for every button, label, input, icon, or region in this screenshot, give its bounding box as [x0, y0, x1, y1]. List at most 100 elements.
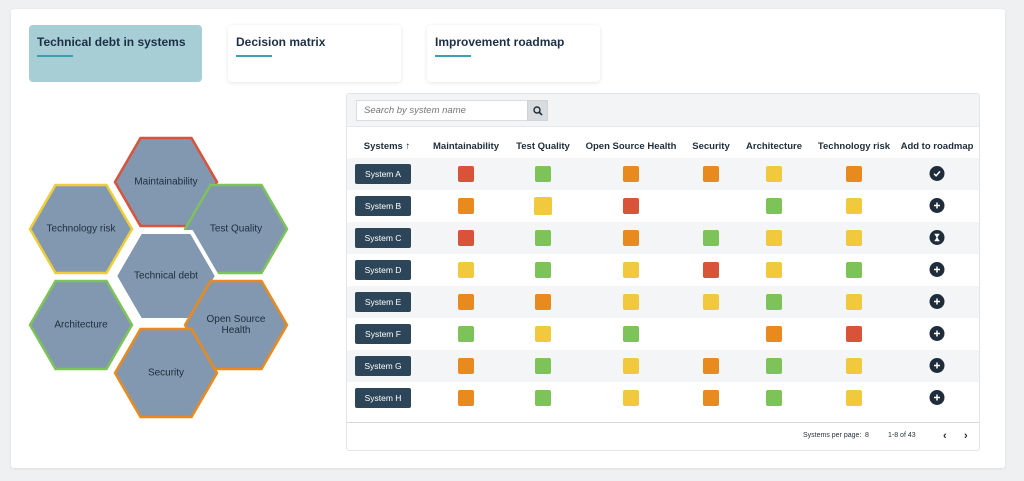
system-button[interactable]: System C [355, 228, 411, 248]
status-yellow[interactable] [766, 262, 782, 278]
status-orange[interactable] [623, 230, 639, 246]
system-button[interactable]: System B [355, 196, 411, 216]
hex-maintainability[interactable] [113, 136, 219, 228]
table-row: System H [347, 382, 979, 414]
status-yellow[interactable] [703, 294, 719, 310]
hex-architecture[interactable] [28, 279, 134, 371]
system-button[interactable]: System E [355, 292, 411, 312]
hex-security[interactable] [113, 327, 219, 419]
main-card: Technical debt in systems Decision matri… [11, 9, 1005, 468]
status-orange[interactable] [458, 358, 474, 374]
status-green[interactable] [766, 358, 782, 374]
table-row: System D [347, 254, 979, 286]
hexagon-diagram: Maintainability Technology risk Test Quali… [11, 9, 351, 468]
status-yellow[interactable] [846, 230, 862, 246]
status-yellow[interactable] [458, 262, 474, 278]
status-green[interactable] [535, 262, 551, 278]
add-icon[interactable] [929, 390, 945, 405]
hex-maintainability-label: Maintainability [134, 176, 198, 188]
status-green[interactable] [535, 358, 551, 374]
status-red[interactable] [458, 166, 474, 182]
status-orange[interactable] [703, 166, 719, 182]
search-bar [347, 94, 979, 127]
add-icon[interactable] [929, 262, 945, 277]
status-green[interactable] [623, 326, 639, 342]
status-orange[interactable] [623, 166, 639, 182]
prev-page-button[interactable]: ‹ [943, 430, 947, 442]
status-orange[interactable] [458, 390, 474, 406]
page-range: 1-8 of 43 [888, 432, 916, 439]
status-green[interactable] [766, 198, 782, 214]
status-orange[interactable] [703, 358, 719, 374]
status-red[interactable] [846, 326, 862, 342]
hexagon-svg [28, 136, 289, 419]
status-orange[interactable] [458, 294, 474, 310]
search-icon [532, 105, 543, 116]
system-button[interactable]: System H [355, 388, 411, 408]
table-row: System E [347, 286, 979, 318]
status-orange[interactable] [766, 326, 782, 342]
system-button[interactable]: System G [355, 356, 411, 376]
status-orange[interactable] [458, 198, 474, 214]
tab-decision-matrix[interactable]: Decision matrix [228, 25, 401, 82]
col-header-add-to-roadmap[interactable]: Add to roadmap [900, 141, 974, 152]
next-page-button[interactable]: › [964, 430, 968, 442]
col-header-security[interactable]: Security [692, 141, 730, 152]
status-yellow[interactable] [846, 390, 862, 406]
status-red[interactable] [458, 230, 474, 246]
col-header-open-source-health[interactable]: Open Source Health [585, 141, 677, 152]
status-yellow[interactable] [846, 198, 862, 214]
status-orange[interactable] [703, 390, 719, 406]
per-page-select[interactable]: 8 [865, 432, 869, 439]
hex-security-label: Security [147, 367, 185, 379]
tab-underline [435, 55, 471, 57]
status-green[interactable] [458, 326, 474, 342]
status-yellow[interactable] [534, 197, 552, 215]
search-button[interactable] [527, 100, 548, 121]
col-header-systems[interactable]: Systems ↑ [363, 141, 411, 152]
add-icon[interactable] [929, 326, 945, 341]
status-yellow[interactable] [623, 262, 639, 278]
status-green[interactable] [766, 390, 782, 406]
col-header-architecture[interactable]: Architecture [746, 141, 802, 152]
status-yellow[interactable] [623, 294, 639, 310]
tab-label: Decision matrix [236, 35, 326, 49]
status-orange[interactable] [846, 166, 862, 182]
hourglass-icon[interactable] [929, 230, 945, 245]
hex-technology-risk-label: Technology risk [46, 223, 116, 235]
add-icon[interactable] [929, 358, 945, 373]
system-button[interactable]: System F [355, 324, 411, 344]
status-green[interactable] [766, 294, 782, 310]
status-green[interactable] [535, 166, 551, 182]
status-orange[interactable] [535, 294, 551, 310]
hex-technology-risk[interactable] [28, 183, 134, 275]
tab-improvement-roadmap[interactable]: Improvement roadmap [427, 25, 600, 82]
hex-open-source-health-label: Open Source Health [206, 314, 266, 336]
status-green[interactable] [846, 262, 862, 278]
col-header-maintainability[interactable]: Maintainability [433, 141, 499, 152]
col-header-technology-risk[interactable]: Technology risk [817, 141, 891, 152]
add-icon[interactable] [929, 198, 945, 213]
status-red[interactable] [703, 262, 719, 278]
status-green[interactable] [535, 390, 551, 406]
status-yellow[interactable] [535, 326, 551, 342]
system-button[interactable]: System D [355, 260, 411, 280]
status-yellow[interactable] [846, 294, 862, 310]
add-icon[interactable] [929, 294, 945, 309]
status-green[interactable] [535, 230, 551, 246]
status-red[interactable] [623, 198, 639, 214]
status-green[interactable] [703, 230, 719, 246]
status-yellow[interactable] [766, 166, 782, 182]
status-yellow[interactable] [623, 358, 639, 374]
col-header-test-quality[interactable]: Test Quality [516, 141, 570, 152]
tab-technical-debt[interactable]: Technical debt in systems [29, 25, 202, 82]
check-icon[interactable] [929, 166, 945, 181]
status-yellow[interactable] [846, 358, 862, 374]
systems-table-panel: Systems ↑ Maintainability Test Quality O… [346, 93, 980, 451]
hex-test-quality-label: Test Quality [209, 223, 263, 235]
hex-technical-debt[interactable] [112, 230, 220, 322]
status-yellow[interactable] [623, 390, 639, 406]
search-input[interactable] [356, 100, 528, 121]
status-yellow[interactable] [766, 230, 782, 246]
system-button[interactable]: System A [355, 164, 411, 184]
